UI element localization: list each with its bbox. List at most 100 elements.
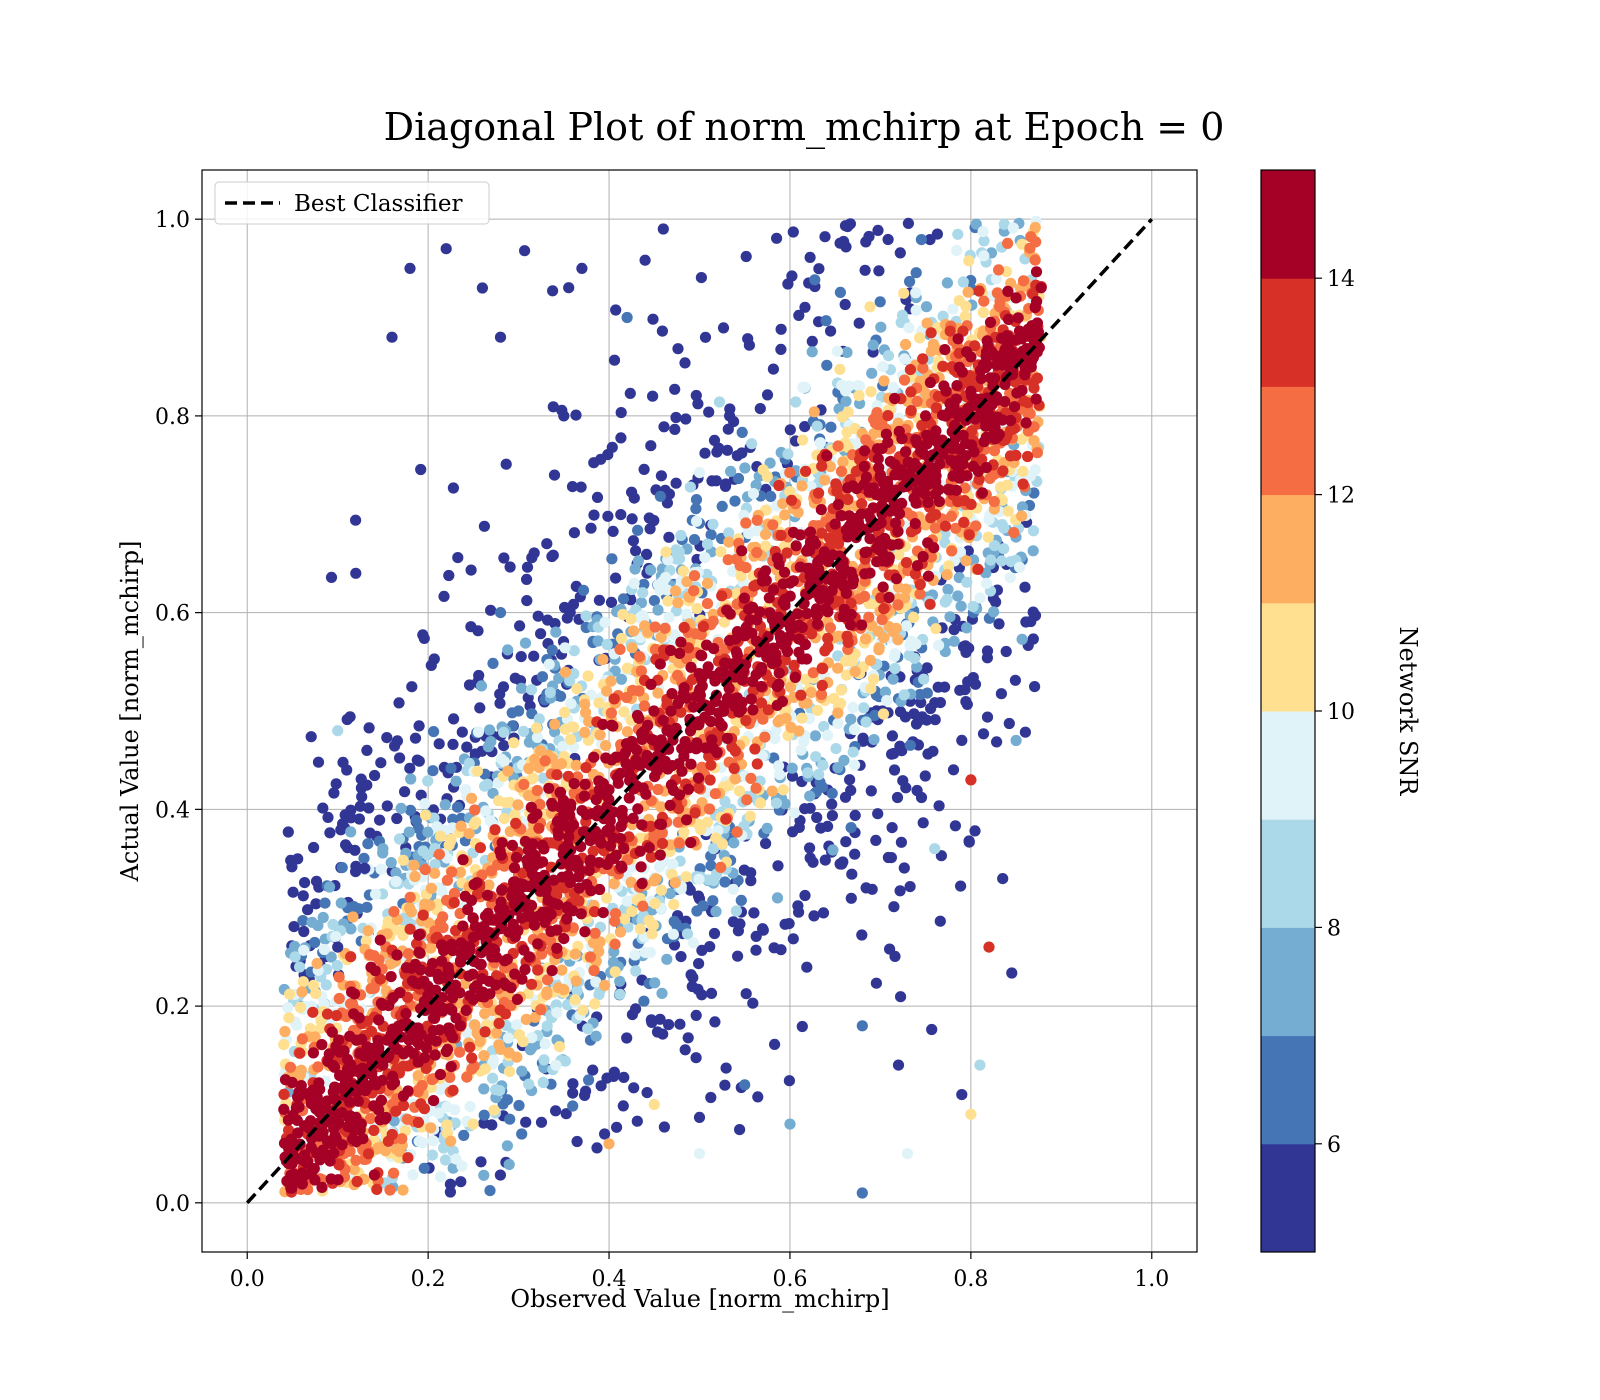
scatter-point xyxy=(472,726,484,738)
scatter-point xyxy=(569,948,581,960)
scatter-point xyxy=(975,373,987,385)
scatter-point xyxy=(588,509,600,521)
scatter-point xyxy=(806,346,818,358)
scatter-point xyxy=(688,585,700,597)
scatter-point xyxy=(358,852,370,864)
scatter-point xyxy=(835,509,847,522)
scatter-point xyxy=(450,1153,462,1165)
scatter-point xyxy=(447,1084,459,1096)
scatter-point xyxy=(317,911,329,924)
scatter-point xyxy=(822,641,834,653)
scatter-point xyxy=(905,386,917,398)
scatter-point xyxy=(890,573,903,585)
scatter-point xyxy=(717,322,730,334)
scatter-point xyxy=(817,759,829,771)
scatter-point xyxy=(697,620,710,633)
scatter-point xyxy=(438,1142,450,1154)
scatter-point xyxy=(543,658,555,671)
scatter-point xyxy=(786,762,798,774)
scatter-point xyxy=(751,514,763,526)
scatter-point xyxy=(978,295,990,307)
scatter-point xyxy=(584,951,597,963)
scatter-point xyxy=(761,471,773,483)
scatter-point xyxy=(501,1094,513,1106)
scatter-point xyxy=(853,593,866,605)
scatter-point xyxy=(949,820,962,832)
scatter-point xyxy=(876,614,888,626)
scatter-point xyxy=(597,653,609,666)
scatter-point xyxy=(1016,633,1028,645)
scatter-point xyxy=(425,942,437,954)
scatter-point xyxy=(297,976,309,988)
scatter-point xyxy=(835,465,848,477)
scatter-point xyxy=(435,1171,447,1183)
scatter-point xyxy=(802,767,814,779)
scatter-point xyxy=(439,1154,452,1166)
scatter-point xyxy=(615,407,627,419)
scatter-point xyxy=(521,595,533,607)
scatter-point xyxy=(412,1070,424,1082)
scatter-point xyxy=(354,800,366,812)
scatter-point xyxy=(632,524,644,536)
scatter-point xyxy=(284,988,296,1000)
scatter-point xyxy=(656,325,669,337)
scatter-point xyxy=(506,839,518,852)
scatter-point xyxy=(810,751,822,763)
scatter-point xyxy=(762,704,775,716)
scatter-point xyxy=(1006,967,1018,979)
scatter-point xyxy=(687,937,700,949)
scatter-point xyxy=(628,625,640,637)
scatter-point xyxy=(745,875,757,887)
scatter-point xyxy=(692,818,705,830)
scatter-point xyxy=(846,868,858,880)
scatter-point xyxy=(696,797,708,809)
scatter-point xyxy=(535,628,547,640)
scatter-point xyxy=(796,1020,808,1033)
scatter-point xyxy=(368,1124,380,1136)
scatter-point xyxy=(407,1169,419,1181)
scatter-point xyxy=(594,729,606,741)
scatter-point xyxy=(658,421,670,433)
scatter-point xyxy=(485,604,497,616)
scatter-point xyxy=(709,788,722,800)
scatter-point xyxy=(579,926,591,938)
scatter-point xyxy=(716,838,729,850)
scatter-point xyxy=(349,844,361,856)
scatter-point xyxy=(379,1145,392,1157)
scatter-point xyxy=(879,686,892,698)
scatter-point xyxy=(513,1029,526,1041)
scatter-point xyxy=(783,1075,796,1087)
scatter-point xyxy=(870,834,882,847)
scatter-point xyxy=(599,616,611,628)
scatter-point xyxy=(943,560,955,572)
scatter-point xyxy=(981,335,993,347)
scatter-point xyxy=(930,623,942,635)
scatter-point xyxy=(690,389,702,402)
scatter-point xyxy=(738,592,751,604)
scatter-point xyxy=(559,723,571,735)
scatter-point xyxy=(413,755,425,767)
scatter-point xyxy=(615,508,627,521)
scatter-point xyxy=(454,866,466,878)
scatter-point xyxy=(348,1163,360,1175)
scatter-point xyxy=(1014,561,1026,573)
scatter-point xyxy=(915,697,927,709)
scatter-point xyxy=(892,538,904,550)
scatter-point xyxy=(661,953,673,965)
scatter-point xyxy=(872,808,884,820)
scatter-point xyxy=(278,1103,290,1115)
scatter-point xyxy=(316,1181,328,1193)
scatter-point xyxy=(852,380,864,392)
scatter-point xyxy=(644,947,656,959)
scatter-point xyxy=(310,988,322,1000)
scatter-point xyxy=(775,323,787,335)
scatter-point xyxy=(939,344,951,356)
scatter-point xyxy=(570,759,582,771)
scatter-point xyxy=(579,726,591,739)
scatter-point xyxy=(927,745,939,757)
scatter-point xyxy=(296,986,308,998)
scatter-point xyxy=(681,576,693,588)
scatter-point xyxy=(388,1167,400,1179)
scatter-point xyxy=(445,833,457,845)
scatter-point xyxy=(1001,479,1013,491)
